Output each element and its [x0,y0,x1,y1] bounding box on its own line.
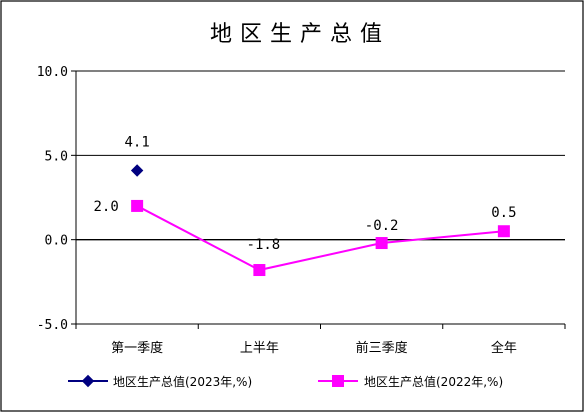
legend-item: 地区生产总值(2022年,%) [318,374,503,389]
data-point-square [253,264,266,277]
x-tick-label: 第一季度 [111,340,163,356]
data-point-diamond [130,164,144,177]
data-point-diamond [81,374,95,388]
gridlines [76,70,565,241]
data-label: 0.5 [491,205,516,221]
y-tick-label: -5.0 [37,318,68,333]
legend-label: 地区生产总值(2022年,%) [364,374,503,389]
x-tick-label: 全年 [491,340,517,356]
data-label: -0.2 [365,218,399,234]
y-tick-label: 5.0 [45,149,68,164]
data-label: -1.8 [247,237,281,253]
x-tick-label: 前三季度 [356,340,408,356]
legend-label: 地区生产总值(2023年,%) [113,374,252,389]
y-tick-label: 0.0 [45,234,68,249]
chart-title: 地区生产总值 [210,22,390,47]
axes: 10.0 5.0 0.0 -5.0 第一季度 上半年 前三季度 全年 [37,65,566,356]
data-point-square [497,225,510,238]
legend: 地区生产总值(2023年,%) 地区生产总值(2022年,%) [68,374,503,389]
data-point-square [131,199,144,212]
data-point-square [375,237,388,250]
series-line [136,205,504,272]
data-point-square [332,375,344,387]
data-label: 2.0 [93,199,118,215]
data-label: 4.1 [124,135,149,151]
data-labels: 4.1 2.0 -1.8 -0.2 0.5 [93,135,516,254]
legend-item: 地区生产总值(2023年,%) [68,374,252,389]
x-tick-label: 上半年 [240,341,279,356]
series [130,164,510,277]
y-tick-label: 10.0 [37,65,68,80]
